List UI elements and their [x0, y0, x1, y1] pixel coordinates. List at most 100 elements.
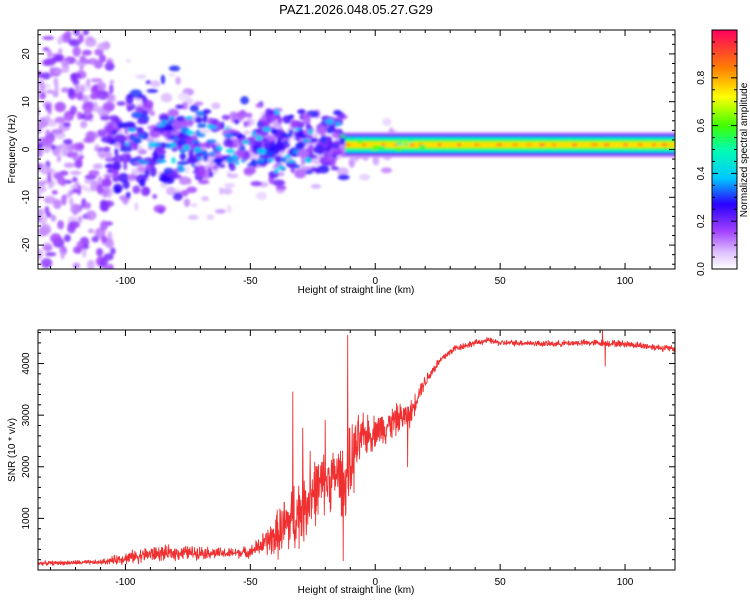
spectral-blob: [254, 159, 264, 165]
spectral-blob: [311, 137, 318, 143]
spectral-blob: [80, 114, 85, 119]
spectral-blob: [100, 115, 111, 121]
spectral-blob: [69, 105, 77, 116]
spectral-blob: [221, 114, 231, 121]
spectral-blob: [402, 138, 408, 142]
spectral-blob: [109, 83, 114, 95]
spectral-blob: [149, 166, 157, 177]
spectral-blob: [47, 171, 52, 183]
spectral-blob: [160, 74, 166, 85]
spectral-blob: [83, 202, 92, 210]
spectral-blob: [322, 156, 330, 166]
spectral-blob: [207, 125, 218, 129]
spectral-blob: [157, 159, 167, 163]
spectrogram-heatmap: [38, 30, 675, 269]
spectral-blob: [201, 150, 208, 156]
spectral-blob: [83, 107, 91, 117]
spectral-blob: [247, 119, 252, 127]
spectral-blob: [129, 136, 139, 141]
spectral-blob: [403, 142, 410, 146]
spectral-blob: [120, 140, 127, 150]
spectral-blob: [70, 203, 81, 214]
spectral-blob: [281, 132, 293, 139]
spectral-blob: [219, 187, 224, 195]
spectral-blob: [64, 30, 72, 40]
spectral-blob: [300, 113, 312, 119]
spectral-blob: [307, 129, 314, 135]
spectral-blob: [225, 148, 235, 154]
spectral-blob: [94, 144, 100, 151]
spectral-blob: [57, 36, 63, 45]
spectral-blob: [456, 143, 462, 146]
spectral-blob: [357, 141, 363, 144]
spectral-blob: [208, 171, 214, 178]
spectral-blob: [157, 123, 165, 128]
spectral-blob: [294, 127, 301, 131]
spectral-blob: [131, 168, 140, 175]
spectral-blob: [161, 119, 167, 125]
spectral-blob: [122, 180, 130, 190]
spectral-blob: [43, 135, 51, 146]
spectral-blob: [114, 135, 128, 141]
spectral-blob: [185, 118, 195, 127]
spectral-blob: [40, 164, 50, 175]
y-tick-label: 20: [21, 48, 32, 60]
spectral-blob: [202, 113, 208, 124]
spectral-blob: [126, 128, 137, 132]
spectral-blob: [72, 46, 81, 57]
spectral-blob: [272, 179, 286, 187]
spectral-blob: [223, 183, 236, 188]
spectral-blob: [280, 156, 287, 163]
spectral-blob: [191, 140, 200, 144]
spectral-blob: [551, 143, 557, 146]
spectral-blob: [146, 88, 159, 93]
spectral-blob: [288, 114, 295, 120]
spectral-blob: [68, 39, 81, 47]
spectral-blob: [278, 171, 285, 177]
spectral-blob: [197, 156, 203, 161]
spectral-blob: [81, 184, 88, 190]
spectral-blob: [380, 143, 386, 146]
spectral-blob: [382, 118, 392, 126]
spectral-blob: [102, 101, 115, 112]
spectral-blob: [375, 146, 382, 149]
spectral-blob: [102, 188, 108, 198]
spectral-blob: [126, 105, 132, 112]
spectral-blob: [305, 123, 312, 131]
spectral-blob: [222, 187, 233, 195]
spectral-blob: [113, 187, 122, 194]
spectral-blob: [538, 143, 546, 146]
chart-title: PAZ1.2026.048.05.27.G29: [279, 2, 433, 17]
colorbar: 0.0 0.2 0.4 0.6 0.8 Normalized spectral ampl…: [696, 29, 750, 276]
spectral-blob: [571, 143, 578, 146]
spectral-blob: [166, 186, 176, 196]
spectral-blob: [90, 78, 103, 83]
x-tick-label: -100: [115, 577, 135, 588]
spectral-blob: [274, 156, 283, 162]
spectral-blob: [183, 198, 191, 207]
spectral-blob: [603, 143, 610, 146]
spectral-blob: [38, 70, 42, 77]
spectral-blob: [54, 116, 66, 124]
spectral-blob: [512, 143, 519, 146]
spectral-blob: [52, 90, 59, 98]
spectral-blob: [85, 210, 97, 221]
spectral-blob: [661, 143, 668, 146]
spectral-blob: [112, 161, 121, 172]
spectral-blob: [103, 146, 111, 153]
spectral-blob: [185, 130, 195, 136]
spectral-blob: [200, 128, 211, 134]
spectral-blob: [184, 165, 190, 174]
spectral-blob: [302, 139, 308, 144]
spectral-blob: [123, 160, 128, 171]
top-x-axis-label: Height of straight line (km): [298, 285, 415, 296]
spectral-blob: [288, 129, 294, 135]
spectral-blob: [380, 167, 393, 174]
spectral-blob: [361, 143, 367, 146]
spectral-blob: [40, 258, 53, 268]
spectral-blob: [87, 58, 99, 65]
spectral-blob: [165, 142, 172, 149]
spectral-blob: [91, 236, 100, 243]
spectral-blob: [51, 129, 64, 135]
